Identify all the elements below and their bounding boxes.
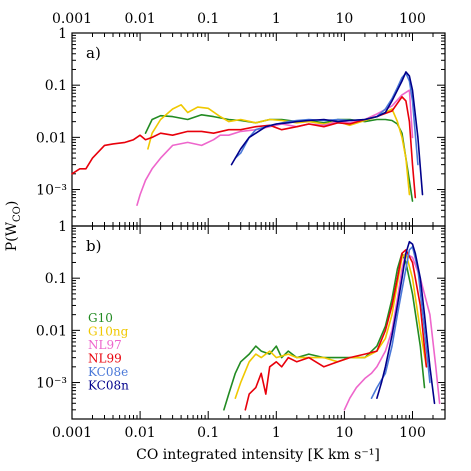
panel-a-lines bbox=[71, 71, 424, 206]
x-tick-label-bottom: 0.1 bbox=[197, 425, 219, 441]
legend-entry-nl97: NL97 bbox=[88, 338, 122, 352]
panel-b-lines bbox=[223, 240, 441, 411]
legend-entry-kc08e: KC08e bbox=[88, 365, 128, 379]
x-tick-label-bottom: 0.01 bbox=[125, 425, 156, 441]
x-tick-label-bottom: 10 bbox=[335, 425, 353, 441]
y-tick-label: 1 bbox=[58, 219, 67, 235]
x-tick-label-top: 0.001 bbox=[52, 11, 92, 27]
panel-b: b) bbox=[71, 225, 446, 420]
x-tick-label-top: 0.01 bbox=[125, 11, 156, 27]
x-tick-labels-top: 0.001 0.01 0.1 1 10 100 bbox=[52, 11, 426, 27]
legend-entry-g10ng: G10ng bbox=[88, 325, 129, 339]
legend-entry-nl99: NL99 bbox=[88, 352, 122, 366]
x-tick-label-bottom: 1 bbox=[272, 425, 281, 441]
series-line-kc08e bbox=[234, 72, 419, 166]
y-tick-label: 0.01 bbox=[36, 323, 67, 339]
y-axis-label-close: ) bbox=[4, 201, 20, 206]
series-line-nl97 bbox=[136, 89, 414, 206]
x-axis-label: CO integrated intensity [K km s⁻¹] bbox=[136, 447, 380, 463]
x-tick-label-top: 0.1 bbox=[197, 11, 219, 27]
y-tick-label: 0.01 bbox=[36, 130, 67, 146]
y-axis-label-main: P(W bbox=[4, 221, 20, 251]
x-tick-label-top: 100 bbox=[399, 11, 426, 27]
panel-b-frame bbox=[71, 225, 446, 420]
y-tick-label: 10⁻³ bbox=[36, 183, 67, 199]
y-tick-label: 10⁻³ bbox=[36, 376, 67, 392]
series-line-kc08n bbox=[376, 240, 436, 405]
panel-b-label: b) bbox=[86, 237, 101, 255]
y-tick-label: 0.1 bbox=[45, 78, 67, 94]
y-axis-label: P(WCO) bbox=[4, 201, 23, 252]
y-axis-label-sub: CO bbox=[12, 206, 23, 222]
series-line-nl97 bbox=[343, 252, 441, 411]
y-tick-label: 0.1 bbox=[45, 271, 67, 287]
panel-a-label: a) bbox=[86, 44, 101, 62]
series-line-kc08n bbox=[230, 71, 424, 196]
legend-entry-g10: G10 bbox=[88, 311, 113, 325]
series-line-g10 bbox=[144, 114, 414, 202]
x-tick-labels-bottom: 0.001 0.01 0.1 1 10 100 bbox=[52, 425, 426, 441]
y-tick-label: 1 bbox=[58, 26, 67, 42]
series-line-nl99 bbox=[244, 249, 428, 411]
x-tick-label-top: 10 bbox=[335, 11, 353, 27]
series-line-g10ng bbox=[147, 104, 411, 196]
x-tick-label-bottom: 0.001 bbox=[52, 425, 92, 441]
legend-entry-kc08n: KC08n bbox=[88, 379, 129, 393]
panel-b-ticks bbox=[71, 225, 446, 419]
x-tick-label-bottom: 100 bbox=[399, 425, 426, 441]
panel-a: a) bbox=[71, 32, 446, 227]
y-tick-labels: 10⁻³ 0.01 0.1 1 10⁻³ 0.01 0.1 1 bbox=[36, 26, 67, 392]
series-line-kc08e bbox=[370, 246, 431, 400]
x-tick-label-top: 1 bbox=[272, 11, 281, 27]
